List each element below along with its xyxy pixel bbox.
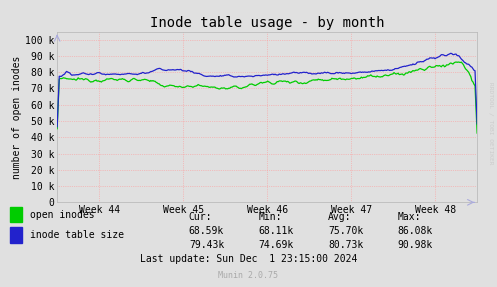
Text: 79.43k: 79.43k	[189, 240, 224, 249]
Text: Cur:: Cur:	[189, 212, 212, 222]
Text: 74.69k: 74.69k	[258, 240, 294, 249]
Text: 80.73k: 80.73k	[328, 240, 363, 249]
Text: Max:: Max:	[398, 212, 421, 222]
Title: Inode table usage - by month: Inode table usage - by month	[150, 16, 384, 30]
Text: Munin 2.0.75: Munin 2.0.75	[219, 271, 278, 280]
Text: 86.08k: 86.08k	[398, 226, 433, 236]
Text: Last update: Sun Dec  1 23:15:00 2024: Last update: Sun Dec 1 23:15:00 2024	[140, 254, 357, 264]
Text: 90.98k: 90.98k	[398, 240, 433, 249]
Text: Avg:: Avg:	[328, 212, 351, 222]
Text: inode table size: inode table size	[30, 230, 124, 240]
Y-axis label: number of open inodes: number of open inodes	[12, 55, 22, 179]
Text: 75.70k: 75.70k	[328, 226, 363, 236]
Text: 68.11k: 68.11k	[258, 226, 294, 236]
Text: open inodes: open inodes	[30, 210, 94, 220]
Text: Min:: Min:	[258, 212, 282, 222]
Text: 68.59k: 68.59k	[189, 226, 224, 236]
Text: RRDTOOL / TOBI OETIKER: RRDTOOL / TOBI OETIKER	[489, 82, 494, 165]
